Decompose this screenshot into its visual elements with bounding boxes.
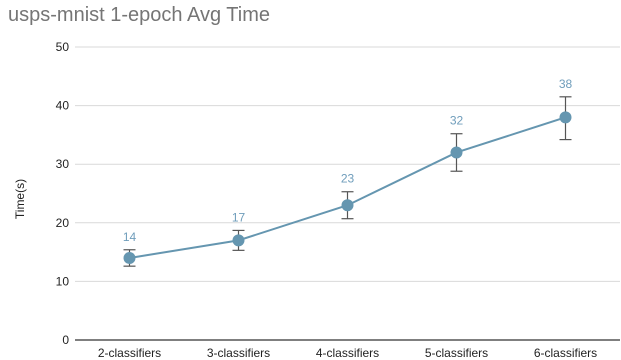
x-tick-label: 3-classifiers [207, 346, 270, 360]
data-label: 17 [232, 210, 246, 224]
data-point [450, 146, 463, 159]
y-tick-label: 40 [56, 99, 70, 113]
data-label: 23 [341, 172, 355, 186]
x-tick-label: 6-classifiers [534, 346, 597, 360]
x-tick-label: 5-classifiers [425, 346, 488, 360]
data-label: 38 [559, 77, 573, 91]
y-tick-label: 0 [62, 333, 69, 347]
y-tick-label: 10 [56, 274, 70, 288]
data-label: 32 [450, 114, 464, 128]
data-labels: 14 17 23 32 38 [123, 77, 573, 244]
y-tick-label: 20 [56, 216, 70, 230]
data-label: 14 [123, 230, 137, 244]
chart-title: usps-mnist 1-epoch Avg Time [8, 4, 270, 26]
data-point [559, 111, 572, 124]
data-point [232, 234, 245, 247]
x-tick-label: 2-classifiers [98, 346, 161, 360]
y-tick-label: 30 [56, 157, 70, 171]
y-tick-labels: 0 10 20 30 40 50 [56, 40, 70, 347]
y-tick-label: 50 [56, 40, 70, 54]
data-point [123, 251, 136, 264]
series [123, 96, 572, 267]
x-tick-label: 4-classifiers [316, 346, 379, 360]
gridlines [75, 46, 620, 341]
series-line [129, 116, 566, 259]
y-axis-title: Time(s) [13, 179, 27, 219]
x-tick-labels: 2-classifiers 3-classifiers 4-classifiers 5… [98, 346, 597, 360]
data-point [341, 199, 354, 212]
